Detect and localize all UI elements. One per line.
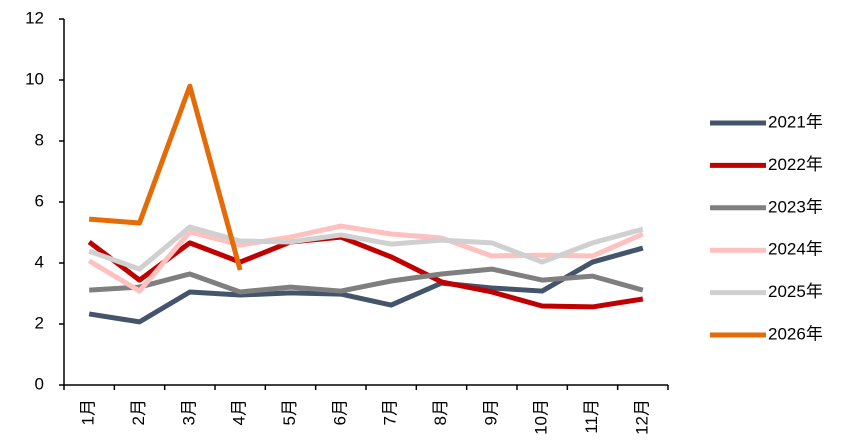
x-tick-label: 6月 — [330, 399, 349, 425]
y-tick-label: 6 — [35, 191, 44, 210]
series-line — [89, 266, 644, 295]
x-tick-label: 8月 — [431, 399, 450, 425]
y-tick-label: 2 — [35, 313, 44, 332]
x-tick-label: 10月 — [532, 399, 551, 435]
series-line — [88, 224, 644, 272]
x-tick-label: 9月 — [481, 399, 500, 425]
series-line — [87, 223, 644, 294]
legend-label: 2025年 — [768, 282, 823, 301]
legend-label: 2022年 — [768, 155, 823, 174]
x-tick-label: 12月 — [632, 399, 651, 435]
legend-label: 2021年 — [768, 112, 823, 131]
x-tick-label: 2月 — [129, 399, 148, 425]
x-tick-label: 11月 — [582, 399, 601, 434]
legend-label: 2023年 — [768, 197, 823, 216]
series-line — [88, 245, 644, 325]
x-tick-label: 5月 — [280, 399, 299, 425]
series-line — [87, 234, 644, 310]
y-tick-label: 0 — [35, 374, 44, 393]
x-tick-label: 3月 — [179, 399, 198, 425]
y-tick-label: 4 — [35, 252, 44, 271]
legend-label: 2024年 — [768, 240, 823, 259]
y-tick-label: 10 — [25, 69, 44, 88]
y-tick-label: 8 — [35, 130, 44, 149]
x-tick-label: 4月 — [230, 399, 249, 425]
x-tick-label: 1月 — [79, 399, 98, 425]
legend-label: 2026年 — [768, 324, 823, 343]
x-tick-label: 7月 — [381, 399, 400, 425]
series-line — [88, 83, 243, 271]
y-tick-label: 12 — [25, 8, 44, 27]
